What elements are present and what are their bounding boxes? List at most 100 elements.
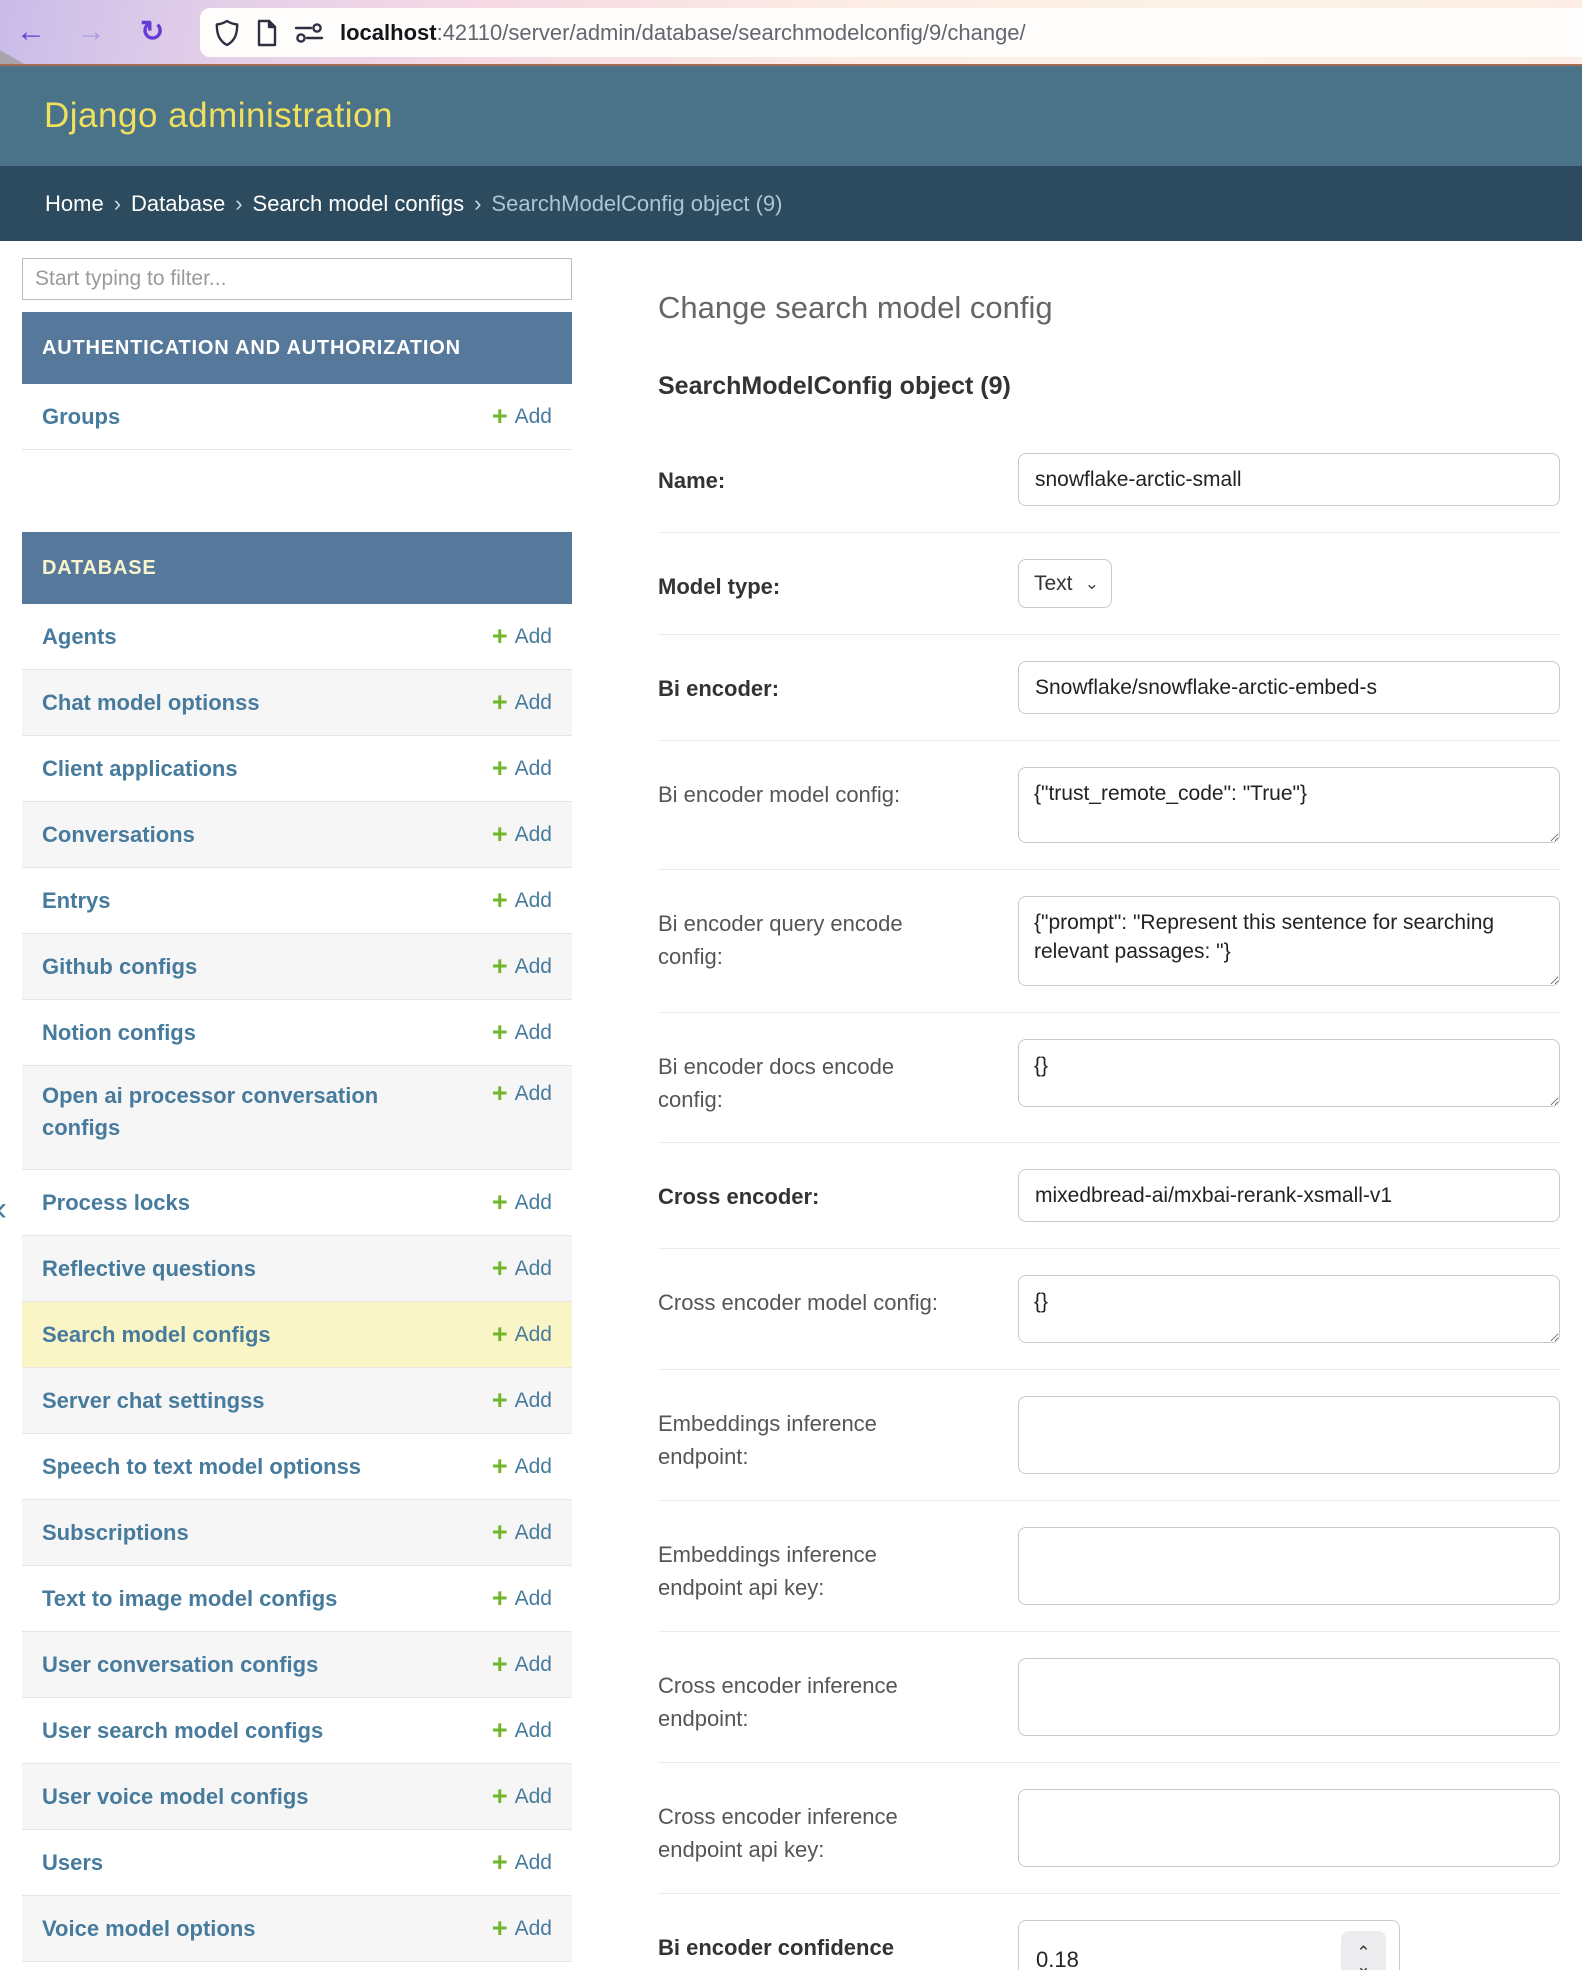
sidebar-item-subscriptions[interactable]: Subscriptions: [42, 1519, 189, 1545]
bi-encoder-docs-encode-config-textarea[interactable]: {}: [1018, 1039, 1560, 1107]
add-github-configs-link[interactable]: + Add: [492, 953, 552, 980]
add-text-to-image-model-configs-link[interactable]: + Add: [492, 1585, 552, 1612]
embeddings-inference-endpoint-api-key-input[interactable]: [1018, 1527, 1560, 1605]
form-row-bi-encoder-confidence-threshold: Bi encoder confidence threshold: 0.18 ⌃⌄: [658, 1894, 1560, 1970]
cross-encoder-model-config-textarea[interactable]: {}: [1018, 1275, 1560, 1343]
sidebar-filter-input[interactable]: [22, 258, 572, 300]
page-icon[interactable]: [256, 19, 278, 47]
sidebar-item-entrys[interactable]: Entrys: [42, 887, 111, 913]
add-open-ai-processor-conversation-configs-link[interactable]: + Add: [492, 1080, 552, 1107]
field-widget-bi-encoder: [1018, 661, 1560, 714]
add-notion-configs-link[interactable]: + Add: [492, 1019, 552, 1046]
sidebar-row-notion-configs: Notion configs + Add: [22, 1000, 572, 1066]
sidebar-row-open-ai-processor-conversation-configs: Open ai processor conversation configs + A…: [22, 1066, 572, 1170]
add-label: Add: [514, 756, 552, 780]
name-input[interactable]: [1018, 453, 1560, 506]
breadcrumb-link-search-model-configs[interactable]: Search model configs: [252, 190, 465, 216]
change-form: Name: Model type: Text ⌄ Bi encoder: Bi encod…: [658, 427, 1560, 1970]
plus-icon: +: [491, 1715, 508, 1745]
add-users-link[interactable]: + Add: [492, 1849, 552, 1876]
sidebar-item-open-ai-processor-conversation-configs[interactable]: Open ai processor conversation configs: [42, 1083, 379, 1140]
sidebar-item-reflective-questions[interactable]: Reflective questions: [42, 1255, 256, 1281]
section-caption-authentication-and-authorization[interactable]: AUTHENTICATION AND AUTHORIZATION: [22, 312, 572, 384]
bi-encoder-model-config-textarea[interactable]: {"trust_remote_code": "True"}: [1018, 767, 1560, 843]
breadcrumb-link-home[interactable]: Home: [45, 190, 104, 216]
sidebar-row-voice-model-options: Voice model options + Add: [22, 1896, 572, 1962]
sidebar-gap: [22, 450, 572, 520]
add-reflective-questions-link[interactable]: + Add: [492, 1255, 552, 1282]
sidebar-item-text-to-image-model-configs[interactable]: Text to image model configs: [42, 1585, 338, 1611]
cross-encoder-inference-endpoint-input[interactable]: [1018, 1658, 1560, 1736]
sidebar-item-server-chat-settingss[interactable]: Server chat settingss: [42, 1387, 265, 1413]
sidebar-row-subscriptions: Subscriptions + Add: [22, 1500, 572, 1566]
plus-icon: +: [491, 1583, 508, 1613]
sidebar-item-github-configs[interactable]: Github configs: [42, 953, 198, 979]
sidebar-item-voice-model-options[interactable]: Voice model options: [42, 1915, 256, 1941]
model-type-select[interactable]: Text ⌄: [1018, 559, 1112, 608]
number-spinner[interactable]: ⌃ ⌄: [1341, 1931, 1386, 1970]
breadcrumb-current: SearchModelConfig object (9): [491, 190, 783, 216]
bi-encoder-input[interactable]: [1018, 661, 1560, 714]
sidebar-collapse-toggle[interactable]: «: [0, 1190, 7, 1229]
site-title[interactable]: Django administration: [44, 96, 394, 135]
add-agents-link[interactable]: + Add: [492, 623, 552, 650]
add-conversations-link[interactable]: + Add: [492, 821, 552, 848]
breadcrumb-link-database[interactable]: Database: [131, 190, 226, 216]
add-server-chat-settingss-link[interactable]: + Add: [492, 1387, 552, 1414]
embeddings-inference-endpoint-input[interactable]: [1018, 1396, 1560, 1474]
sidebar-row-search-model-configs: Search model configs + Add: [22, 1302, 572, 1368]
sidebar-item-user-voice-model-configs[interactable]: User voice model configs: [42, 1783, 309, 1809]
sidebar-row-client-applications: Client applications + Add: [22, 736, 572, 802]
field-label-bi-encoder-docs-encode-config: Bi encoder docs encode config:: [658, 1054, 895, 1112]
cross-encoder-inference-endpoint-api-key-input[interactable]: [1018, 1789, 1560, 1867]
sidebar-item-user-search-model-configs[interactable]: User search model configs: [42, 1717, 324, 1743]
reload-icon[interactable]: ↻: [140, 15, 165, 48]
add-user-voice-model-configs-link[interactable]: + Add: [492, 1783, 552, 1810]
cross-encoder-input[interactable]: [1018, 1169, 1560, 1222]
plus-icon: +: [491, 1253, 508, 1283]
sidebar-item-users[interactable]: Users: [42, 1849, 104, 1875]
add-speech-to-text-model-optionss-link[interactable]: + Add: [492, 1453, 552, 1480]
permissions-icon[interactable]: [294, 22, 324, 44]
add-chat-model-optionss-link[interactable]: + Add: [492, 689, 552, 716]
sidebar-item-client-applications[interactable]: Client applications: [42, 755, 238, 781]
theme-accent-line: [0, 64, 1582, 66]
page-title: Change search model config: [658, 290, 1053, 325]
add-user-conversation-configs-link[interactable]: + Add: [492, 1651, 552, 1678]
add-user-search-model-configs-link[interactable]: + Add: [492, 1717, 552, 1744]
field-widget-bi-encoder-confidence-threshold: 0.18 ⌃ ⌄: [1018, 1920, 1560, 1970]
sidebar-item-conversations[interactable]: Conversations: [42, 821, 195, 847]
sidebar-row-users: Users + Add: [22, 1830, 572, 1896]
field-widget-model-type: Text ⌄: [1018, 559, 1560, 608]
sidebar-item-search-model-configs[interactable]: Search model configs: [42, 1321, 271, 1347]
url-bar[interactable]: localhost:42110/server/admin/database/se…: [200, 8, 1582, 57]
bi-encoder-query-encode-config-textarea[interactable]: {"prompt": "Represent this sentence for …: [1018, 896, 1560, 986]
sidebar-item-agents[interactable]: Agents: [42, 623, 117, 649]
add-client-applications-link[interactable]: + Add: [492, 755, 552, 782]
add-entrys-link[interactable]: + Add: [492, 887, 552, 914]
back-icon[interactable]: ←: [16, 15, 46, 48]
sidebar-item-notion-configs[interactable]: Notion configs: [42, 1019, 196, 1045]
spinner-down-icon[interactable]: ⌄: [1356, 1957, 1371, 1970]
add-subscriptions-link[interactable]: + Add: [492, 1519, 552, 1546]
sidebar-item-groups[interactable]: Groups: [42, 403, 121, 429]
forward-icon[interactable]: →: [76, 15, 106, 48]
add-voice-model-options-link[interactable]: + Add: [492, 1915, 552, 1942]
add-search-model-configs-link[interactable]: + Add: [492, 1321, 552, 1348]
add-process-locks-link[interactable]: + Add: [492, 1189, 552, 1216]
sidebar-item-user-conversation-configs[interactable]: User conversation configs: [42, 1651, 319, 1677]
shield-icon[interactable]: [214, 19, 240, 47]
section-caption-database[interactable]: DATABASE: [22, 532, 572, 604]
plus-icon: +: [491, 885, 508, 915]
add-groups-link[interactable]: + Add: [492, 403, 552, 430]
bi-encoder-confidence-threshold-input[interactable]: 0.18 ⌃ ⌄: [1018, 1920, 1400, 1970]
sidebar-row-conversations: Conversations + Add: [22, 802, 572, 868]
spinner-up-icon[interactable]: ⌃: [1356, 1943, 1371, 1962]
sidebar-item-process-locks[interactable]: Process locks: [42, 1189, 190, 1215]
sidebar-item-speech-to-text-model-optionss[interactable]: Speech to text model optionss: [42, 1453, 362, 1479]
sidebar-item-chat-model-optionss[interactable]: Chat model optionss: [42, 689, 260, 715]
url-host: localhost: [340, 19, 437, 45]
browser-toolbar: ← → ↻: [0, 0, 1582, 64]
plus-icon: +: [491, 401, 508, 431]
